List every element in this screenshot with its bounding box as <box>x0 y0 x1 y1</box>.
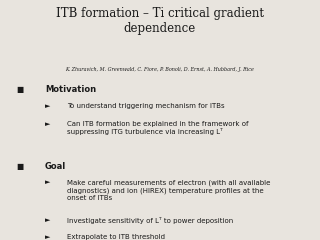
Text: Make careful measurements of electron (with all available
diagnostics) and ion (: Make careful measurements of electron (w… <box>67 180 271 200</box>
Text: ►: ► <box>45 217 50 223</box>
Text: Extrapolate to ITB threshold: Extrapolate to ITB threshold <box>67 234 165 240</box>
Text: K. Zhuravich, M. Greenwald, C. Fiore, P. Bonoli, D. Ernst, A. Hubbard, J. Rice: K. Zhuravich, M. Greenwald, C. Fiore, P.… <box>66 67 254 72</box>
Text: ■: ■ <box>16 85 23 94</box>
Text: ■: ■ <box>16 162 23 170</box>
Text: ►: ► <box>45 234 50 240</box>
Text: To understand triggering mechanism for ITBs: To understand triggering mechanism for I… <box>67 103 225 109</box>
Text: ►: ► <box>45 180 50 186</box>
Text: Motivation: Motivation <box>45 85 96 94</box>
Text: Can ITB formation be explained in the framework of
suppressing ITG turbulence vi: Can ITB formation be explained in the fr… <box>67 121 249 135</box>
Text: ITB formation – Ti critical gradient
dependence: ITB formation – Ti critical gradient dep… <box>56 7 264 35</box>
Text: Investigate sensitivity of Lᵀ to power deposition: Investigate sensitivity of Lᵀ to power d… <box>67 217 234 224</box>
Text: ►: ► <box>45 103 50 109</box>
Text: ►: ► <box>45 121 50 127</box>
Text: Goal: Goal <box>45 162 66 170</box>
